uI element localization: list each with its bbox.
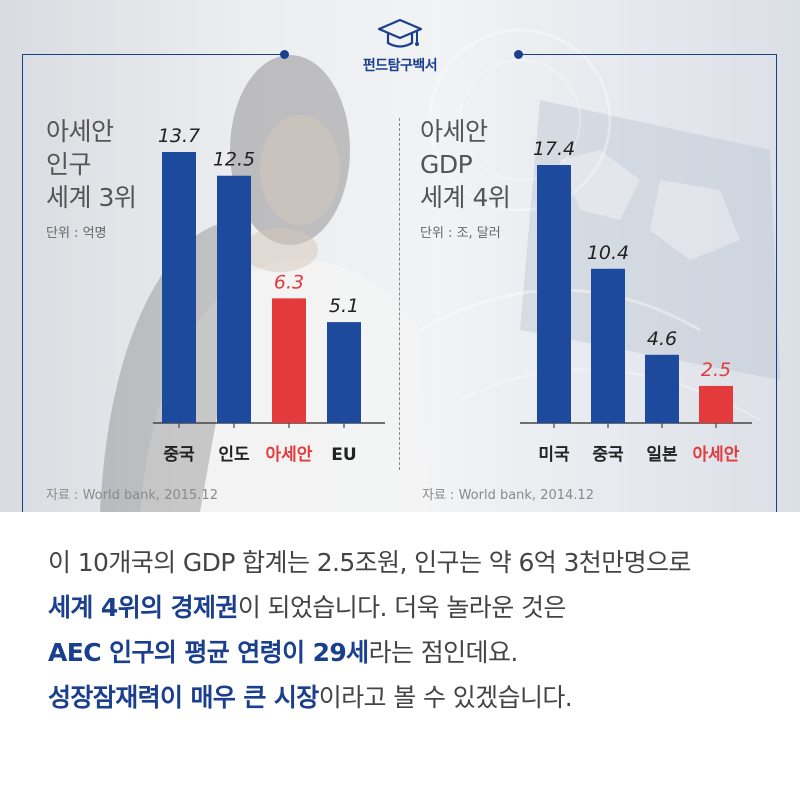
- value-label: 10.4: [587, 242, 629, 264]
- value-label: 4.6: [647, 328, 677, 350]
- right-chart-unit: 단위 : 조, 달러: [420, 226, 501, 241]
- frame-dot-right: [514, 50, 523, 59]
- left-title-line: 인구: [46, 150, 92, 179]
- body-text: 라는 점인데요.: [368, 638, 519, 667]
- bar: [645, 354, 679, 423]
- body-text: 이라고 볼 수 있겠습니다.: [318, 683, 573, 712]
- right-title-line: 아세안: [420, 117, 488, 146]
- brand-name: 펀드탐구백서: [362, 58, 438, 74]
- paragraph-line: AEC 인구의 평균 연령이 29세라는 점인데요.: [48, 630, 691, 675]
- paragraph-line: 성장잠재력이 매우 큰 시장이라고 볼 수 있겠습니다.: [48, 675, 691, 720]
- left-chart-title: 아세안 인구 세계 3위: [46, 115, 137, 214]
- paragraph-line: 이 10개국의 GDP 합계는 2.5조원, 인구는 약 6억 3천만명으로: [48, 540, 691, 585]
- bar: [537, 165, 571, 423]
- chart-section: 펀드탐구백서 아세안 인구 세계 3위 단위 : 억명 아세안 GDP 세계 4…: [0, 0, 800, 512]
- panel-divider: [399, 118, 400, 470]
- highlight-text: 성장잠재력이 매우 큰 시장: [48, 683, 319, 712]
- highlight-text: AEC 인구의 평균 연령이 29세: [48, 638, 369, 667]
- right-title-line: GDP: [420, 150, 473, 179]
- right-title-line: 세계 4위: [420, 183, 511, 212]
- value-label: 13.7: [158, 125, 200, 147]
- frame-top-right: [518, 54, 776, 55]
- value-label: 17.4: [533, 138, 575, 160]
- right-source: 자료 : World bank, 2014.12: [422, 488, 594, 503]
- category-label: 중국: [592, 445, 624, 465]
- value-label: 2.5: [701, 359, 731, 381]
- left-title-line: 아세안: [46, 117, 114, 146]
- body-text: 이 10개국의 GDP 합계는 2.5조원, 인구는 약 6억 3천만명으로: [48, 548, 691, 577]
- graduation-cap-icon: [377, 18, 423, 48]
- bar: [591, 268, 625, 423]
- paragraph-line: 세계 4위의 경제권이 되었습니다. 더욱 놀라운 것은: [48, 585, 691, 630]
- body-text: 이 되었습니다. 더욱 놀라운 것은: [237, 593, 567, 622]
- category-label: EU: [331, 445, 356, 465]
- frame-dot-left: [280, 50, 289, 59]
- category-label: 아세안: [266, 445, 313, 465]
- left-chart-unit: 단위 : 억명: [46, 226, 107, 241]
- value-label: 12.5: [213, 149, 255, 171]
- bar: [699, 385, 733, 423]
- bar: [272, 298, 306, 423]
- left-title-line: 세계 3위: [46, 183, 137, 212]
- category-label: 미국: [538, 445, 570, 465]
- bar: [162, 152, 196, 423]
- left-source: 자료 : World bank, 2015.12: [46, 488, 218, 503]
- frame-left: [22, 54, 23, 512]
- bar: [217, 175, 251, 423]
- value-label: 5.1: [329, 295, 359, 317]
- category-label: 중국: [163, 445, 195, 465]
- bar: [327, 322, 361, 423]
- bar-charts: 13.7 중국 12.5 인도 6.3 아세안 5.1 EU 17.4 미국 10.4 중국 4.6 일본…: [153, 125, 752, 465]
- right-chart-title: 아세안 GDP 세계 4위: [420, 115, 511, 214]
- highlight-text: 세계 4위의 경제권: [48, 593, 238, 622]
- description-section: [0, 512, 800, 800]
- frame-top-left: [22, 54, 284, 55]
- frame-right: [776, 54, 777, 512]
- category-label: 인도: [218, 445, 250, 465]
- value-label: 6.3: [274, 271, 304, 293]
- category-label: 일본: [646, 445, 678, 465]
- brand-logo: 펀드탐구백서: [340, 18, 460, 75]
- category-label: 아세안: [693, 445, 740, 465]
